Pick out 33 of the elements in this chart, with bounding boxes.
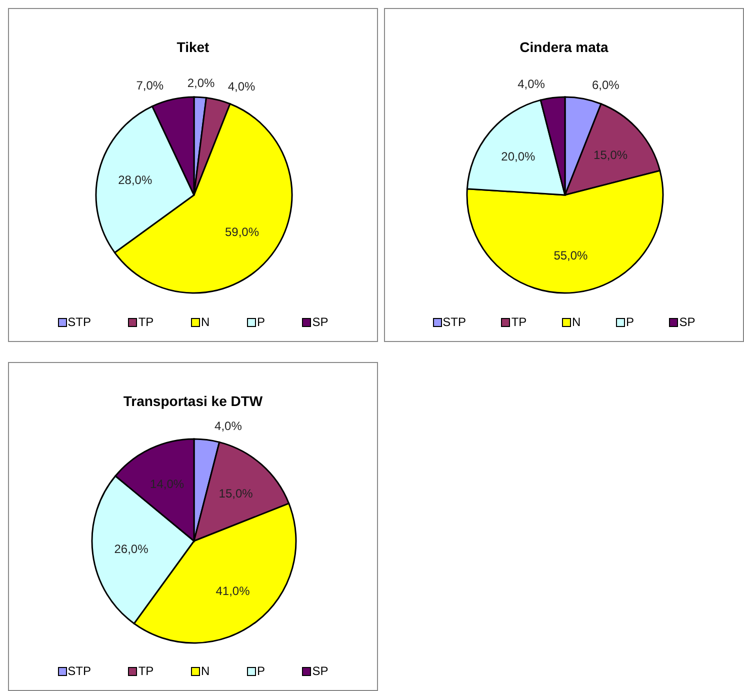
legend-label: STP <box>68 315 91 329</box>
data-label: 59,0% <box>224 225 260 240</box>
legend-label: SP <box>312 315 328 329</box>
chart-title: Transportasi ke DTW <box>122 393 264 409</box>
data-label: 15,0% <box>594 148 628 162</box>
data-label: 14,0% <box>150 476 184 491</box>
legend-label: TP <box>138 664 154 678</box>
data-label: 4,0% <box>518 76 546 91</box>
data-label: 2,0% <box>187 76 216 90</box>
data-label: 26,0% <box>114 542 149 556</box>
legend-label: SP <box>312 664 328 678</box>
legend-label: N <box>200 664 210 678</box>
legend-label: N <box>200 315 210 329</box>
data-label: 6,0% <box>592 78 620 92</box>
data-label: 20,0% <box>501 149 536 164</box>
chart-title: Cindera mata <box>518 39 610 55</box>
data-label: 4,0% <box>228 80 256 94</box>
legend-label: N <box>572 315 581 329</box>
data-label: 41,0% <box>216 584 250 598</box>
chart-title: Tiket <box>176 39 210 55</box>
data-label: 28,0% <box>118 172 152 187</box>
legend-label: STP <box>68 664 91 678</box>
data-label: 7,0% <box>136 78 164 93</box>
legend-label: STP <box>442 315 466 329</box>
legend-label: P <box>256 664 265 678</box>
data-label: 4,0% <box>214 418 242 433</box>
legend-label: TP <box>511 315 527 329</box>
legend-label: SP <box>679 315 696 329</box>
data-label: 15,0% <box>218 486 254 501</box>
legend-label: TP <box>138 315 154 329</box>
legend-label: P <box>256 315 265 329</box>
legend-label: P <box>626 315 634 329</box>
data-label: 55,0% <box>554 248 588 262</box>
